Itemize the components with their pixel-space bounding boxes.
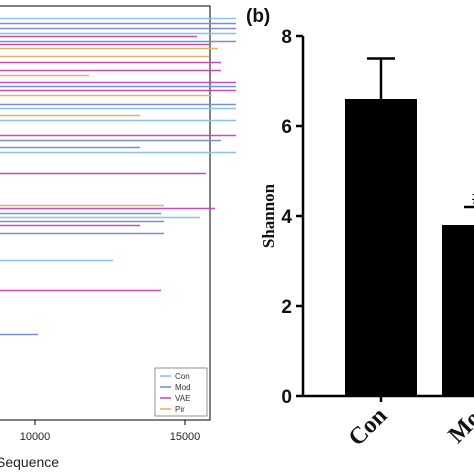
bar-mo <box>442 225 474 396</box>
legend-label-pir: Pir <box>175 405 185 414</box>
panel-label-b: (b) <box>246 6 270 27</box>
legend-label-mod: Mod <box>175 383 191 392</box>
x-tick-label: 10000 <box>20 431 51 443</box>
rarefaction-panel: 10000 15000 Sequence Con Mod VAE Pir <box>0 5 236 470</box>
rarefaction-x-axis: 10000 15000 <box>20 420 201 443</box>
y-tick-label: 8 <box>281 27 292 48</box>
shannon-bars: Con Mo # <box>344 57 474 452</box>
x-tick-label: 15000 <box>170 431 201 443</box>
category-label-mo: Mo <box>444 406 474 449</box>
category-label-con: Con <box>344 403 393 452</box>
y-tick-label: 0 <box>281 387 292 408</box>
bar-con <box>345 99 417 396</box>
rarefaction-legend: Con Mod VAE Pir <box>154 367 208 417</box>
legend-label-vae: VAE <box>175 394 190 403</box>
shannon-panel: (b) Shannon 0 2 4 6 8 Con Mo # <box>246 6 474 451</box>
y-tick-label: 4 <box>281 207 292 228</box>
shannon-y-axis-label: Shannon <box>259 183 278 248</box>
legend-items: Con Mod VAE Pir <box>160 372 191 414</box>
legend-label-con: Con <box>175 372 190 381</box>
rarefaction-series-group <box>0 17 236 336</box>
significance-marker: # <box>472 187 474 209</box>
rarefaction-x-axis-label: Sequence <box>0 454 59 470</box>
y-tick-label: 6 <box>281 117 292 138</box>
y-tick-label: 2 <box>281 297 292 318</box>
